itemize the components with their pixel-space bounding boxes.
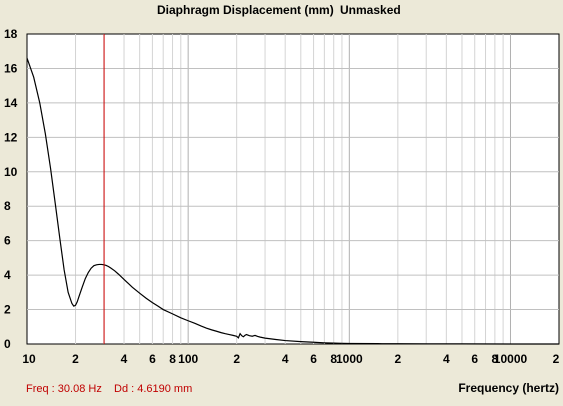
x-tick-label: 6 <box>149 352 156 366</box>
x-tick-label: 8 <box>330 352 337 366</box>
y-tick-label: 16 <box>4 61 18 75</box>
x-tick-label: 2 <box>394 352 401 366</box>
chart-mode-label: Unmasked <box>340 3 401 17</box>
y-tick-label: 6 <box>4 234 11 248</box>
plot-area[interactable] <box>26 33 560 345</box>
y-tick-label: 18 <box>4 27 18 41</box>
chart-title: Diaphragm Displacement (mm) <box>157 3 334 17</box>
x-tick-label: 4 <box>121 352 128 366</box>
y-tick-label: 10 <box>4 165 18 179</box>
y-tick-label: 12 <box>4 130 18 144</box>
x-tick-label: 1000 <box>336 352 363 366</box>
x-tick-label: 2 <box>72 352 79 366</box>
x-tick-label: 10 <box>22 352 36 366</box>
displacement-curve <box>26 57 560 345</box>
x-tick-label: 8 <box>492 352 499 366</box>
x-tick-label: 10000 <box>494 352 528 366</box>
grid <box>27 34 559 344</box>
x-tick-label: 8 <box>169 352 176 366</box>
x-tick-label: 100 <box>178 352 198 366</box>
y-tick-label: 4 <box>4 268 11 282</box>
y-tick-label: 0 <box>4 337 11 351</box>
x-tick-label: 6 <box>471 352 478 366</box>
y-tick-label: 8 <box>4 199 11 213</box>
x-tick-label: 2 <box>553 352 560 366</box>
x-axis-label: Frequency (hertz) <box>458 381 559 395</box>
x-tick-label: 4 <box>443 352 450 366</box>
cursor-displacement-readout: Dd : 4.6190 mm <box>114 383 192 395</box>
y-tick-label: 14 <box>4 96 18 110</box>
y-tick-label: 2 <box>4 303 11 317</box>
x-tick-label: 4 <box>282 352 289 366</box>
y-axis-ticks: 0 2 4 6 8 10 12 14 16 18 <box>4 27 18 351</box>
cursor-frequency-readout: Freq : 30.08 Hz <box>26 383 102 395</box>
x-tick-label: 6 <box>310 352 317 366</box>
x-tick-label: 2 <box>233 352 240 366</box>
